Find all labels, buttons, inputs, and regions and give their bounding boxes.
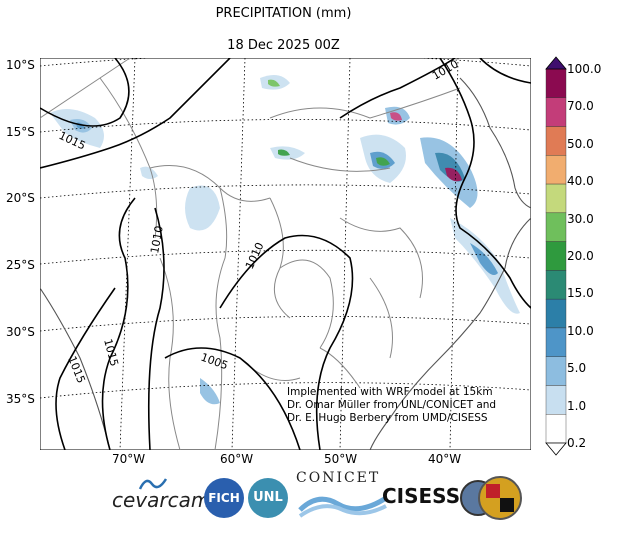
lat-label-35s: 35°S bbox=[6, 392, 35, 406]
lat-label-25s: 25°S bbox=[6, 258, 35, 272]
precipitation-map: 1010 1015 1010 1010 1015 1005 1015 bbox=[40, 58, 531, 450]
colorbar-segment bbox=[545, 414, 567, 444]
lat-label-30s: 30°S bbox=[6, 325, 35, 339]
chart-subtitle: 18 Dec 2025 00Z bbox=[227, 38, 340, 53]
colorbar-tick-label: 40.0 bbox=[567, 174, 594, 189]
precip-layer bbox=[50, 74, 520, 405]
lat-label-15s: 15°S bbox=[6, 125, 35, 139]
lon-label-60w: 60°W bbox=[220, 452, 254, 466]
colorbar-segment bbox=[545, 356, 567, 386]
credit-line: Dr. Omar Müller from UNL/CONICET and bbox=[287, 399, 497, 411]
lon-label-70w: 70°W bbox=[112, 452, 146, 466]
colorbar-segment bbox=[545, 327, 567, 357]
unl-logo: UNL bbox=[248, 478, 288, 518]
map-frame bbox=[40, 58, 531, 450]
country-borders bbox=[40, 58, 461, 450]
cevarcam-icon bbox=[138, 478, 168, 490]
colorbar-segment bbox=[545, 126, 567, 156]
umd-seal-icon bbox=[478, 476, 522, 520]
colorbar-tick-label: 100.0 bbox=[567, 62, 602, 76]
colorbar-min-arrow bbox=[545, 442, 567, 456]
conicet-wave-icon bbox=[298, 495, 388, 518]
cisess-logo: CISESS bbox=[382, 484, 461, 508]
colorbar-tick-label: 70.0 bbox=[567, 99, 594, 114]
isobar-label: 1010 bbox=[148, 225, 166, 255]
lon-label-50w: 50°W bbox=[324, 452, 358, 466]
colorbar-tick-label: 0.2 bbox=[567, 436, 587, 450]
isobars bbox=[40, 58, 531, 450]
colorbar-tick-label: 50.0 bbox=[567, 136, 594, 151]
credit-line: Dr. E. Hugo Berbery from UMD/CISESS bbox=[287, 412, 488, 424]
lat-label-20s: 20°S bbox=[6, 191, 35, 205]
colorbar-tick-label: 20.0 bbox=[567, 249, 594, 263]
colorbar-segment bbox=[545, 270, 567, 300]
cevarcam-logo: cevarcam bbox=[112, 488, 211, 512]
lat-label-10s: 10°S bbox=[6, 58, 35, 72]
colorbar-segment bbox=[545, 241, 567, 271]
fich-logo: FICH bbox=[204, 478, 244, 518]
colorbar-max-arrow bbox=[545, 56, 567, 70]
colorbar-tick-label: 10.0 bbox=[567, 323, 594, 338]
colorbar-segment bbox=[545, 385, 567, 415]
credit-note: Implemented with WRF model at 15km Dr. O… bbox=[287, 386, 496, 425]
colorbar-segment bbox=[545, 183, 567, 214]
colorbar-segment bbox=[545, 155, 567, 185]
colorbar-segment bbox=[545, 68, 567, 98]
credit-line: Implemented with WRF model at 15km bbox=[287, 386, 493, 398]
conicet-logo: CONICET bbox=[296, 470, 381, 486]
colorbar-segment bbox=[545, 97, 567, 127]
colorbar-segment bbox=[545, 298, 567, 329]
colorbar bbox=[545, 56, 567, 456]
lon-label-40w: 40°W bbox=[428, 452, 462, 466]
colorbar-tick-label: 1.0 bbox=[567, 398, 587, 413]
colorbar-segment bbox=[545, 212, 567, 242]
coastline bbox=[40, 77, 531, 450]
chart-title: PRECIPITATION (mm) bbox=[215, 6, 352, 21]
colorbar-tick-label: 5.0 bbox=[567, 361, 587, 376]
colorbar-tick-label: 15.0 bbox=[567, 286, 594, 301]
colorbar-tick-label: 30.0 bbox=[567, 211, 594, 226]
